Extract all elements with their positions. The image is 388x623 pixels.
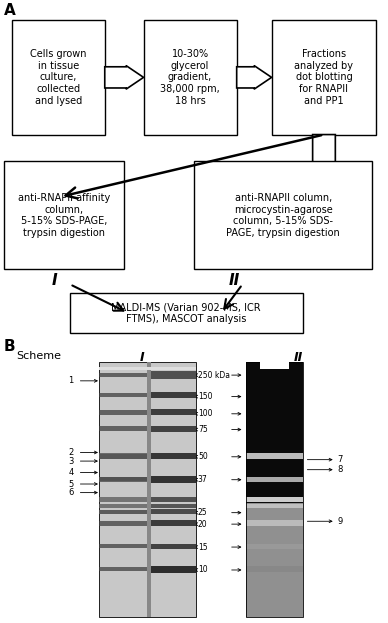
Bar [246, 477, 303, 482]
Text: Scheme: Scheme [16, 351, 61, 361]
Bar [99, 504, 147, 508]
Polygon shape [105, 65, 144, 89]
Bar [246, 497, 303, 502]
Bar [246, 544, 303, 549]
FancyBboxPatch shape [12, 20, 105, 135]
Bar [99, 426, 147, 431]
Text: 25: 25 [198, 508, 208, 517]
Text: 50: 50 [198, 452, 208, 461]
Text: II: II [294, 351, 303, 364]
FancyBboxPatch shape [144, 20, 237, 135]
Text: anti-RNAPII affinity
column,
5-15% SDS-PAGE,
trypsin digestion: anti-RNAPII affinity column, 5-15% SDS-P… [18, 193, 110, 238]
FancyBboxPatch shape [194, 161, 372, 269]
Bar [151, 566, 196, 573]
Bar [151, 410, 196, 415]
Bar [151, 453, 196, 459]
Text: MALDI-MS (Varian 902-MS, ICR
FTMS), MASCOT analysis: MALDI-MS (Varian 902-MS, ICR FTMS), MASC… [111, 302, 261, 324]
Text: 15: 15 [198, 543, 208, 551]
Bar [246, 520, 303, 526]
Bar [246, 362, 303, 503]
Bar [151, 544, 196, 549]
Bar [147, 362, 151, 617]
Bar [151, 392, 196, 397]
Bar [151, 509, 196, 515]
Bar [151, 504, 196, 508]
Bar [246, 504, 303, 508]
Bar [151, 426, 196, 431]
Bar [99, 393, 147, 397]
Bar [99, 477, 147, 482]
Text: B: B [4, 340, 16, 354]
Bar [99, 510, 147, 514]
Text: 8: 8 [338, 465, 343, 474]
Bar [246, 362, 303, 617]
Bar [99, 497, 147, 502]
Bar [151, 566, 196, 572]
Bar [151, 521, 196, 526]
Text: 4: 4 [68, 468, 74, 477]
Text: 10: 10 [198, 566, 208, 574]
Text: 75: 75 [198, 425, 208, 434]
Bar [99, 373, 147, 378]
Bar [246, 503, 303, 617]
Bar [151, 454, 196, 459]
Bar [99, 477, 147, 482]
FancyBboxPatch shape [70, 293, 303, 333]
Bar [99, 544, 147, 548]
Bar [99, 410, 147, 415]
Text: I: I [139, 351, 144, 364]
Text: Cells grown
in tissue
culture,
collected
and lysed: Cells grown in tissue culture, collected… [30, 49, 87, 105]
Text: 250 kDa: 250 kDa [198, 371, 230, 379]
Text: 20: 20 [198, 520, 208, 529]
Polygon shape [311, 135, 336, 183]
Bar [151, 477, 196, 482]
Bar [151, 509, 196, 515]
Bar [151, 373, 196, 378]
Bar [99, 567, 147, 571]
Text: 2: 2 [68, 448, 74, 457]
Bar [99, 366, 196, 370]
Bar [151, 544, 196, 549]
Text: 10-30%
glycerol
gradient,
38,000 rpm,
18 hrs: 10-30% glycerol gradient, 38,000 rpm, 18… [160, 49, 220, 105]
Text: 1: 1 [68, 376, 74, 386]
Bar [99, 362, 196, 617]
Bar [151, 426, 196, 432]
FancyBboxPatch shape [4, 161, 124, 269]
Text: II: II [229, 273, 240, 288]
Polygon shape [237, 65, 272, 89]
Bar [151, 475, 196, 483]
Text: 7: 7 [338, 455, 343, 464]
Text: 37: 37 [198, 475, 208, 484]
Bar [99, 521, 147, 526]
Bar [246, 566, 303, 572]
Bar [246, 454, 303, 459]
Bar [151, 371, 196, 379]
Bar [151, 497, 196, 502]
Text: anti-RNAPII column,
microcystin-agarose
column, 5-15% SDS-
PAGE, trypsin digesti: anti-RNAPII column, microcystin-agarose … [226, 193, 340, 238]
Text: Fractions
analyzed by
dot blotting
for RNAPII
and PP1: Fractions analyzed by dot blotting for R… [294, 49, 353, 105]
Bar [99, 454, 147, 459]
Bar [260, 361, 289, 369]
Text: 9: 9 [338, 516, 343, 526]
Text: 100: 100 [198, 409, 212, 418]
Bar [99, 454, 147, 459]
Text: 6: 6 [68, 488, 74, 497]
FancyBboxPatch shape [272, 20, 376, 135]
Bar [151, 520, 196, 526]
Text: 5: 5 [68, 480, 74, 488]
Bar [99, 510, 147, 514]
Text: I: I [52, 273, 57, 288]
Text: 150: 150 [198, 392, 212, 401]
Text: A: A [4, 3, 16, 18]
Text: 3: 3 [68, 457, 74, 465]
Bar [151, 392, 196, 398]
Bar [151, 409, 196, 416]
